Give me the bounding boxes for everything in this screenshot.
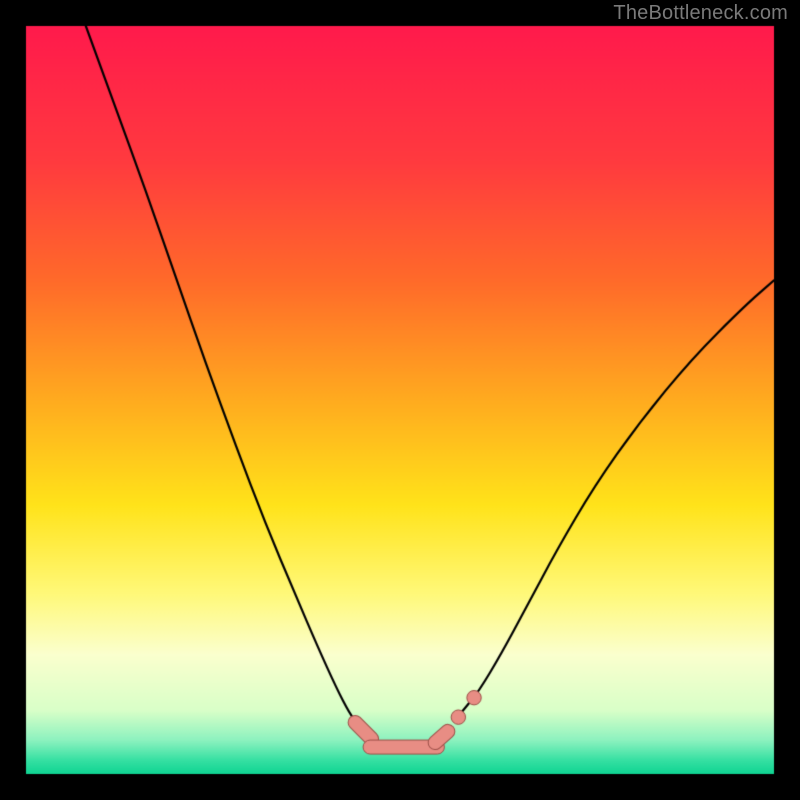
chart-container: TheBottleneck.com bbox=[0, 0, 800, 800]
bottleneck-curve-plot bbox=[0, 0, 800, 800]
